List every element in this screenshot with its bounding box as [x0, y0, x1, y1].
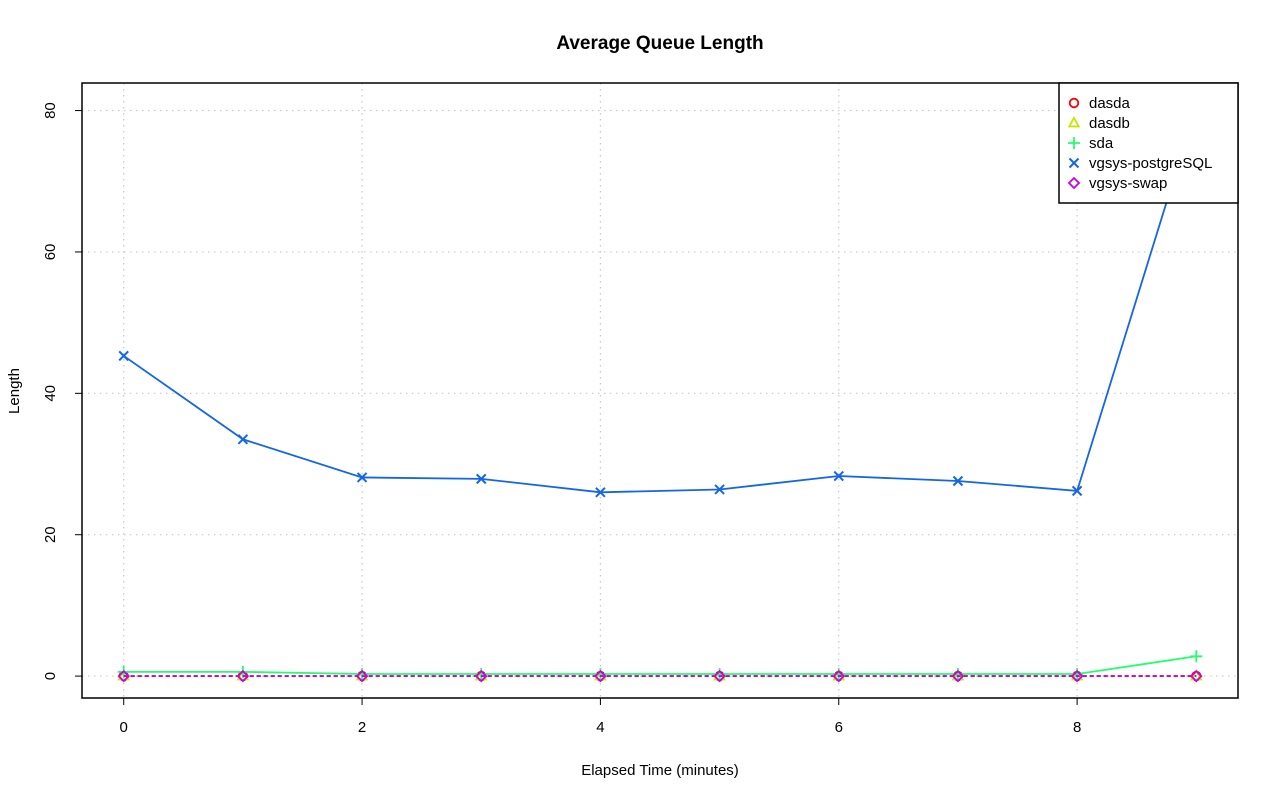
- series-vgsys-postgreSQL: [118, 101, 1202, 498]
- legend: dasda dasdb sda vgsys-postgreSQL vgsys-swap: [1058, 82, 1239, 204]
- data-point-vgsys-postgreSQL-3: [476, 473, 487, 485]
- data-point-vgsys-postgreSQL-0: [118, 350, 129, 362]
- legend-label-sda: sda: [1089, 135, 1114, 152]
- data-point-sda-9: [1190, 650, 1203, 663]
- y-tick-label-1: 20: [42, 526, 59, 543]
- legend-marker-dasdb: [1067, 115, 1081, 128]
- data-point-vgsys-postgreSQL-4: [595, 487, 606, 498]
- x-tick-label-1: 2: [358, 719, 366, 736]
- data-point-vgsys-postgreSQL-5: [714, 484, 725, 495]
- data-point-vgsys-swap-5: [713, 669, 726, 683]
- data-point-vgsys-postgreSQL-1: [237, 434, 249, 445]
- series-line-vgsys-postgreSQL: [123, 106, 1198, 494]
- y-tick-label-3: 60: [42, 244, 59, 261]
- legend-label-dasda: dasda: [1089, 95, 1131, 112]
- data-point-vgsys-swap-7: [951, 669, 965, 683]
- data-point-vgsys-postgreSQL-2: [356, 472, 368, 483]
- data-point-dasdb-9: [1190, 669, 1203, 681]
- data-point-vgsys-swap-0: [117, 669, 130, 683]
- legend-box: [1058, 82, 1239, 204]
- y-tick-label-0: 0: [42, 672, 59, 680]
- legend-marker-dasda: [1068, 97, 1080, 109]
- y-tick-label-2: 40: [42, 385, 59, 402]
- chart-title: Average Queue Length: [556, 33, 763, 54]
- legend-marker-vgsys-postgreSQL: [1068, 157, 1080, 169]
- series-layer: [117, 101, 1203, 683]
- x-axis-label: Elapsed Time (minutes): [581, 762, 739, 779]
- data-point-vgsys-swap-3: [474, 669, 488, 683]
- series-line-sda: [123, 655, 1197, 675]
- data-point-vgsys-postgreSQL-8: [1071, 485, 1083, 497]
- data-point-vgsys-postgreSQL-6: [833, 470, 844, 482]
- legend-label-vgsys-postgreSQL: vgsys-postgreSQL: [1089, 155, 1212, 172]
- x-tick-label-3: 6: [835, 719, 843, 736]
- data-point-vgsys-swap-1: [236, 669, 250, 683]
- y-axis-label: Length: [6, 368, 23, 414]
- series-vgsys-swap: [117, 669, 1203, 683]
- legend-marker-sda: [1068, 137, 1080, 149]
- data-point-vgsys-swap-9: [1190, 669, 1203, 683]
- legend-label-vgsys-swap: vgsys-swap: [1089, 175, 1167, 192]
- data-point-vgsys-swap-8: [1070, 669, 1084, 683]
- legend-marker-vgsys-swap: [1067, 176, 1081, 190]
- x-tick-label-0: 0: [120, 719, 128, 736]
- x-tick-label-2: 4: [596, 719, 604, 736]
- data-point-vgsys-swap-4: [594, 669, 607, 683]
- x-tick-label-4: 8: [1073, 719, 1081, 736]
- data-point-vgsys-swap-6: [832, 669, 846, 683]
- data-point-vgsys-postgreSQL-7: [952, 475, 964, 487]
- y-tick-label-4: 80: [42, 102, 59, 119]
- legend-label-dasdb: dasdb: [1089, 115, 1130, 132]
- plot-frame: [81, 82, 1239, 699]
- data-point-vgsys-swap-2: [355, 669, 369, 683]
